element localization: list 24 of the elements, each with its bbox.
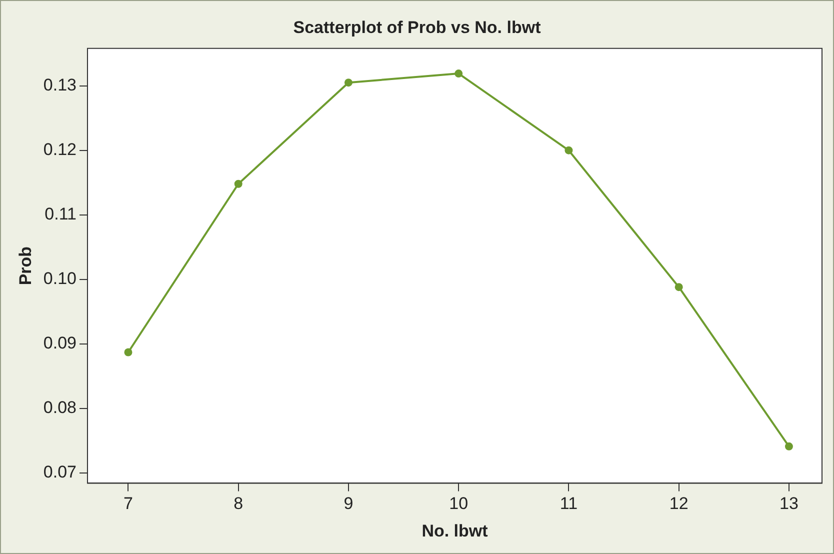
x-tick-label: 11 xyxy=(560,494,578,514)
point xyxy=(344,78,352,87)
point xyxy=(564,146,573,154)
x-tick-label: 12 xyxy=(669,494,688,514)
point xyxy=(234,180,242,188)
y-tick-label: 0.11 xyxy=(44,204,76,224)
y-tick-label: 0.12 xyxy=(43,140,76,160)
y-tick-label: 0.10 xyxy=(43,269,76,288)
x-axis-title: No. lbwt xyxy=(422,521,488,540)
y-axis-title: Prob xyxy=(16,246,35,286)
point xyxy=(124,348,132,356)
x-tick-label: 10 xyxy=(449,494,468,514)
y-tick-label: 0.07 xyxy=(43,462,76,482)
y-tick-label: 0.13 xyxy=(43,76,76,95)
x-tick-label: 7 xyxy=(124,494,133,514)
x-tick-label: 9 xyxy=(344,494,354,514)
y-tick-label: 0.09 xyxy=(43,334,76,353)
point xyxy=(784,442,793,450)
y-tick-label: 0.08 xyxy=(43,398,76,418)
x-tick-label: 8 xyxy=(234,494,244,514)
point xyxy=(454,70,463,78)
x-tick-label: 13 xyxy=(780,494,798,514)
point xyxy=(674,283,683,292)
chart-title: Scatterplot of Prob vs No. lbwt xyxy=(293,18,542,37)
